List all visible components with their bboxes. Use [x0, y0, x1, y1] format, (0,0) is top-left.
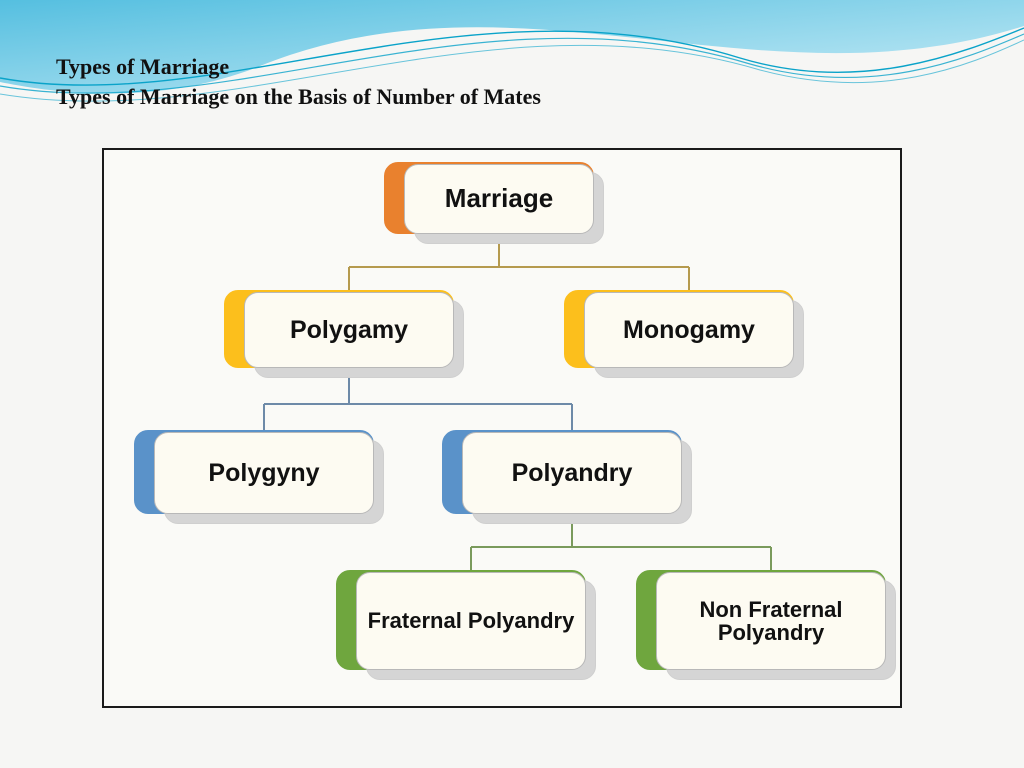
node-polygamy: Polygamy [224, 290, 464, 378]
node-label: Monogamy [584, 292, 794, 368]
chart-inner: Marriage Polygamy Monogamy Polygyny Polyandr… [104, 150, 900, 706]
slide-titles: Types of Marriage Types of Marriage on t… [56, 52, 541, 111]
node-label: Polygyny [154, 432, 374, 514]
node-label: Marriage [404, 164, 594, 234]
node-nonfrat: Non Fraternal Polyandry [636, 570, 896, 680]
node-polygyny: Polygyny [134, 430, 384, 524]
node-label: Non Fraternal Polyandry [656, 572, 886, 670]
node-label: Polygamy [244, 292, 454, 368]
node-label: Fraternal Polyandry [356, 572, 586, 670]
title-line-1: Types of Marriage [56, 52, 541, 82]
node-monogamy: Monogamy [564, 290, 804, 378]
node-label: Polyandry [462, 432, 682, 514]
title-line-2: Types of Marriage on the Basis of Number… [56, 82, 541, 112]
node-fraternal: Fraternal Polyandry [336, 570, 596, 680]
node-marriage: Marriage [384, 162, 604, 244]
chart-frame: Marriage Polygamy Monogamy Polygyny Polyandr… [102, 148, 902, 708]
node-polyandry: Polyandry [442, 430, 692, 524]
